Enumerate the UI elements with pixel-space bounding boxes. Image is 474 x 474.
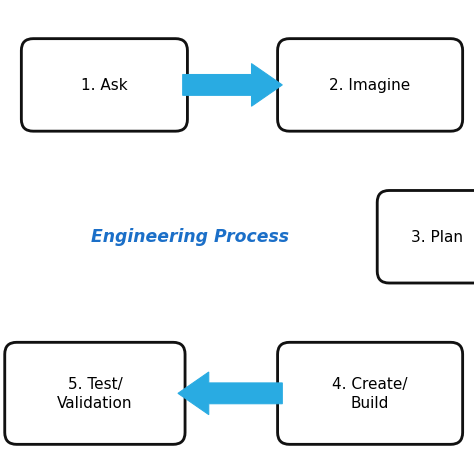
FancyBboxPatch shape [277, 342, 462, 445]
FancyBboxPatch shape [5, 342, 185, 445]
Text: Engineering Process: Engineering Process [91, 228, 289, 246]
Text: 1. Ask: 1. Ask [81, 78, 128, 93]
Text: 3. Plan: 3. Plan [410, 229, 462, 245]
Text: 5. Test/
Validation: 5. Test/ Validation [57, 377, 133, 410]
Polygon shape [178, 372, 282, 415]
FancyBboxPatch shape [377, 191, 474, 283]
Polygon shape [182, 64, 282, 107]
Text: 4. Create/
Build: 4. Create/ Build [332, 377, 408, 410]
FancyBboxPatch shape [277, 39, 462, 132]
Text: 2. Imagine: 2. Imagine [329, 78, 410, 93]
FancyBboxPatch shape [21, 39, 187, 132]
